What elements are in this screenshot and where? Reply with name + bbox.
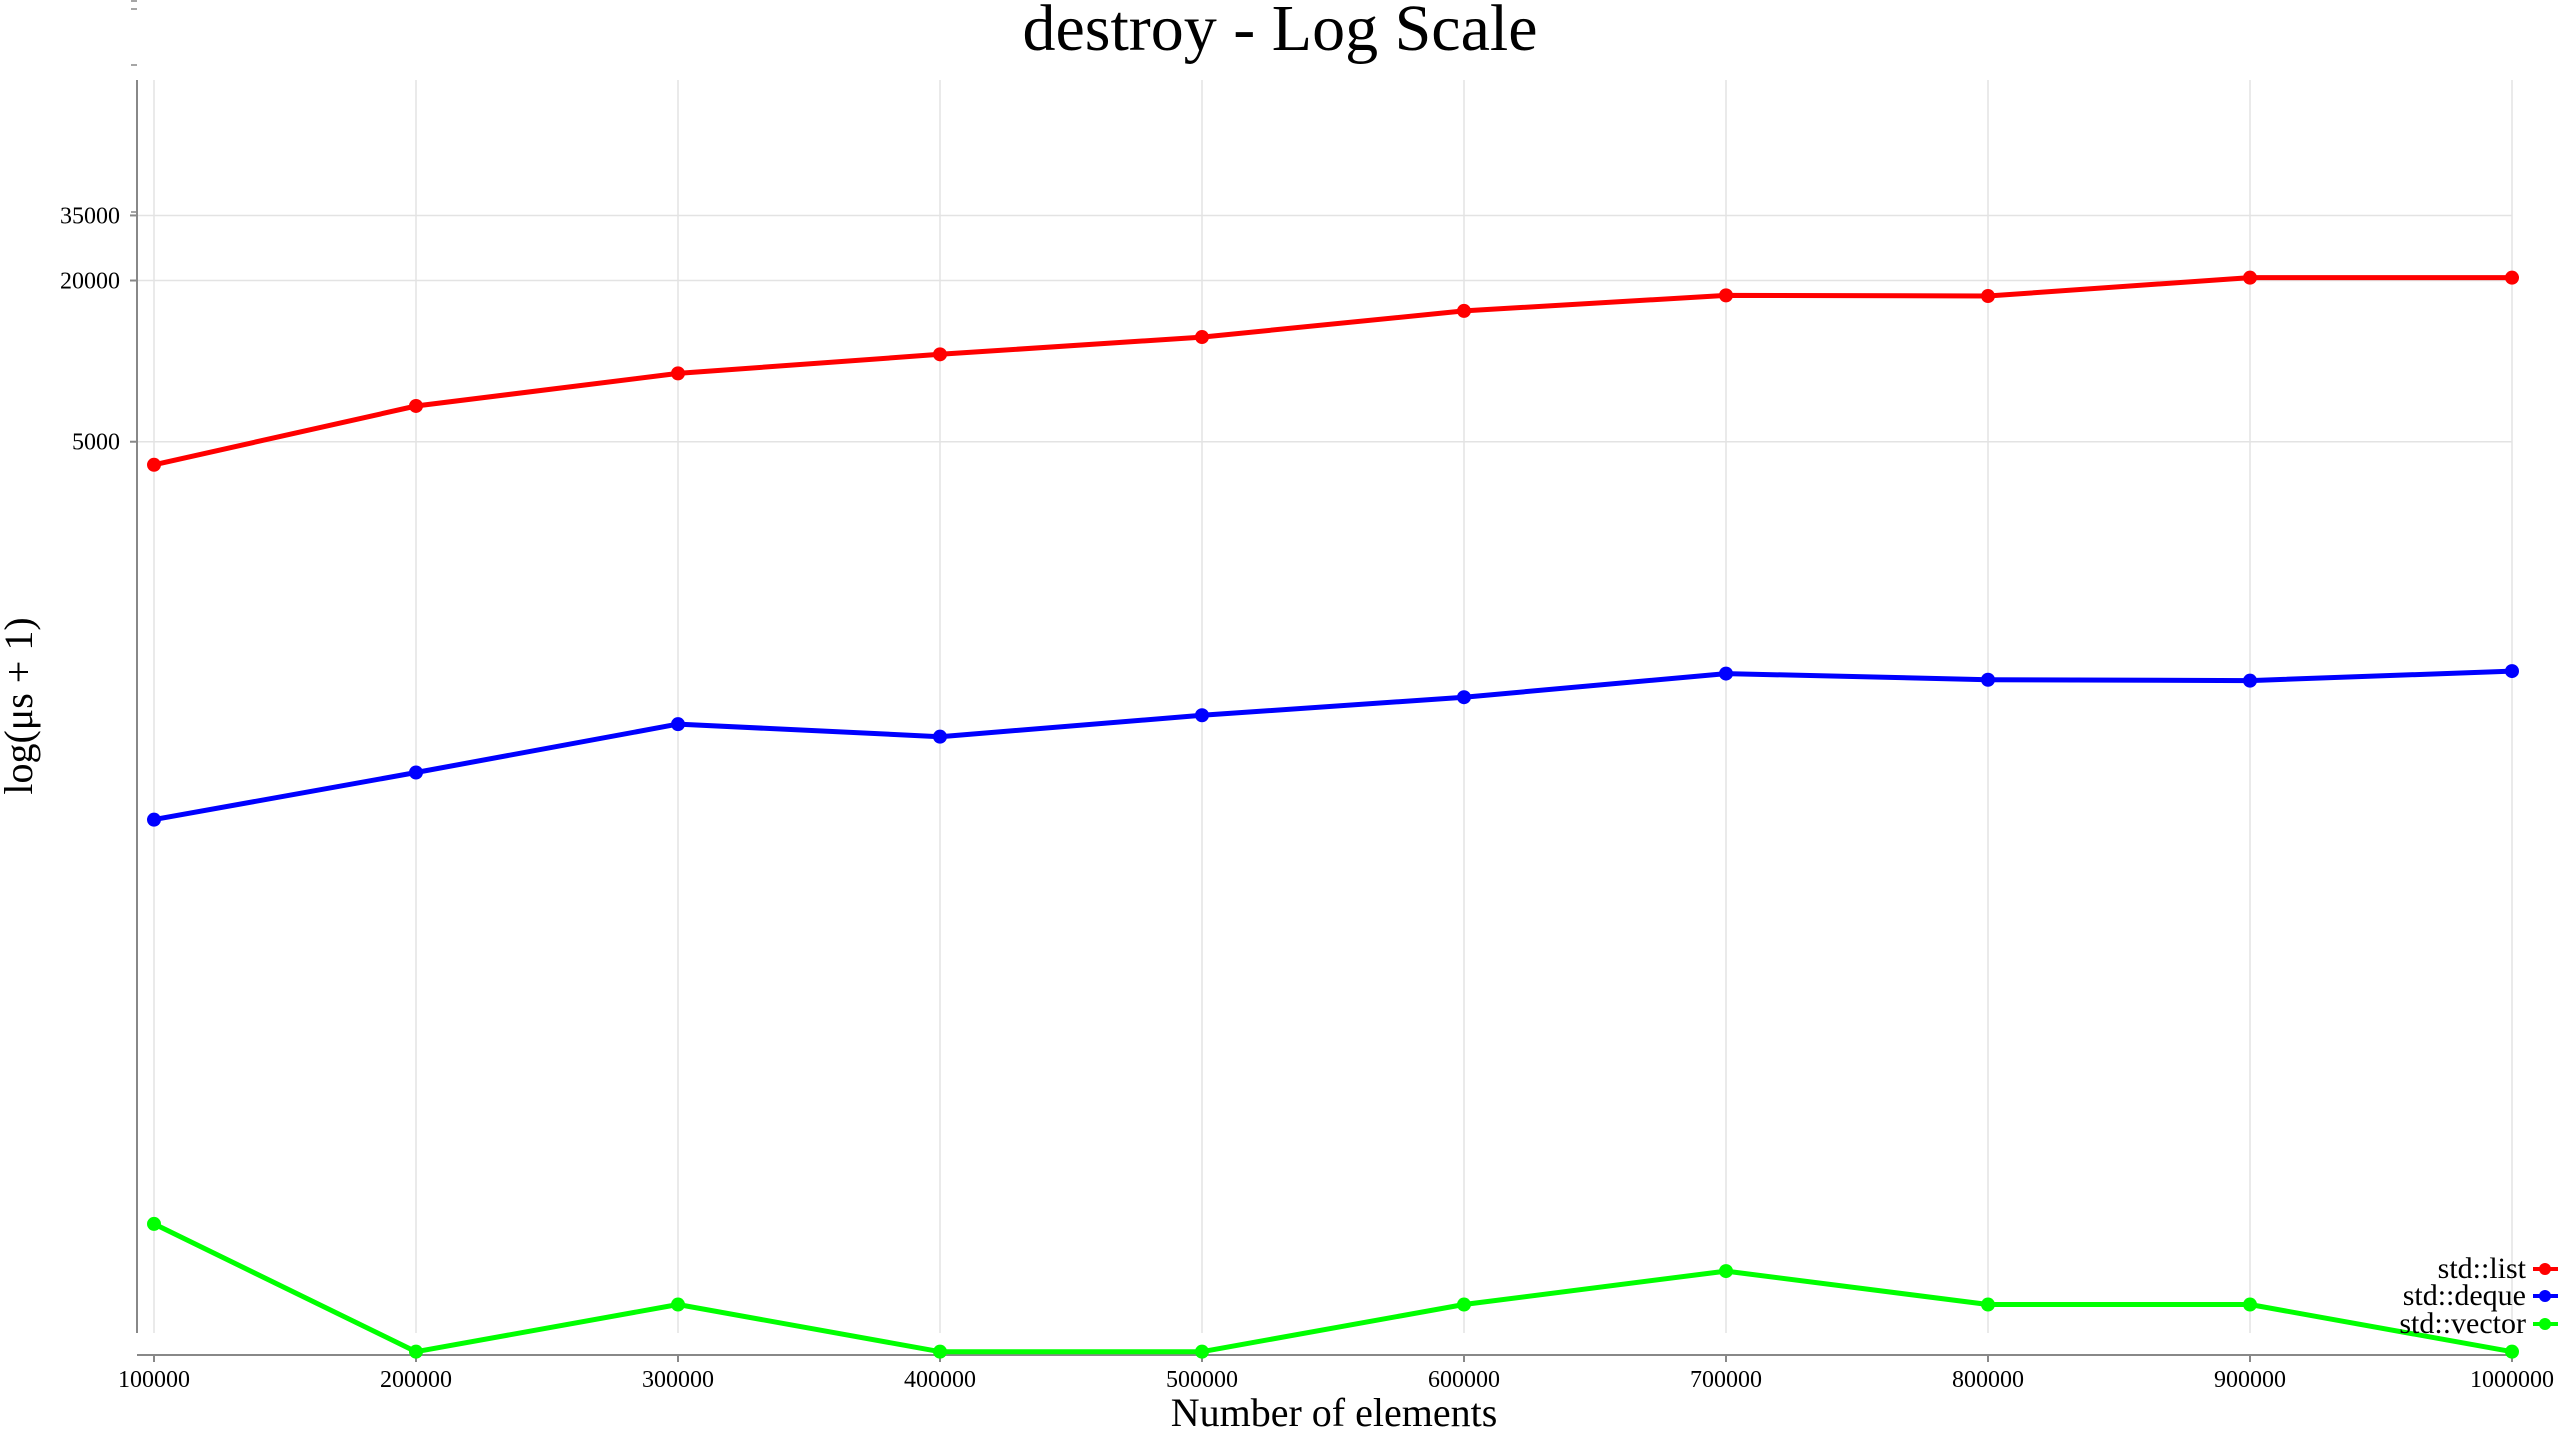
data-point bbox=[2243, 1297, 2257, 1312]
data-point bbox=[1719, 666, 1733, 681]
data-point bbox=[2243, 673, 2257, 688]
legend-label: std::vector bbox=[2399, 1307, 2526, 1340]
data-point bbox=[2243, 270, 2257, 285]
data-point bbox=[933, 1344, 947, 1359]
y-tick-label: 35000 bbox=[60, 203, 120, 229]
data-point bbox=[1719, 1264, 1733, 1279]
data-point bbox=[409, 1344, 423, 1359]
data-point bbox=[671, 717, 685, 732]
y-tick-label: 5000 bbox=[72, 430, 120, 456]
data-point bbox=[1981, 1297, 1995, 1312]
series-std-deque bbox=[147, 664, 2519, 827]
legend-label: std::list bbox=[2438, 1252, 2527, 1285]
legend-swatch-marker bbox=[2539, 1318, 2551, 1330]
data-point bbox=[1195, 708, 1209, 723]
legend-label: std::deque bbox=[2403, 1279, 2526, 1312]
y-minor-ticks bbox=[131, 0, 137, 213]
data-point bbox=[1457, 690, 1471, 705]
data-point bbox=[2505, 1344, 2519, 1359]
x-axis-title: Number of elements bbox=[1171, 1390, 1498, 1435]
series-layer bbox=[147, 270, 2519, 1359]
series-line bbox=[152, 1221, 2513, 1355]
x-tick-label: 600000 bbox=[1428, 1367, 1500, 1393]
data-point bbox=[1981, 672, 1995, 687]
series-std-list bbox=[147, 270, 2519, 472]
series-std-vector bbox=[147, 1216, 2519, 1359]
data-point bbox=[409, 765, 423, 780]
x-tick-label: 900000 bbox=[2214, 1367, 2286, 1393]
grid bbox=[137, 80, 2513, 1333]
x-tick-labels: 100000 200000 300000 400000 500000 600000 7000… bbox=[118, 1355, 2554, 1393]
legend-item: std::vector bbox=[2399, 1307, 2558, 1340]
data-point bbox=[2505, 270, 2519, 285]
data-point bbox=[933, 347, 947, 362]
x-tick-label: 800000 bbox=[1952, 1367, 2024, 1393]
x-tick-label: 400000 bbox=[904, 1367, 976, 1393]
data-point bbox=[409, 398, 423, 413]
data-point bbox=[147, 457, 161, 472]
x-tick-label: 100000 bbox=[118, 1367, 190, 1393]
data-point bbox=[2505, 664, 2519, 679]
data-point bbox=[147, 812, 161, 827]
x-tick-label: 1000000 bbox=[2470, 1367, 2554, 1393]
x-tick-label: 300000 bbox=[642, 1367, 714, 1393]
x-tick-label: 500000 bbox=[1166, 1367, 1238, 1393]
series-line bbox=[153, 275, 2512, 468]
x-tick-label: 700000 bbox=[1690, 1367, 1762, 1393]
y-axis-title: log(μs + 1) bbox=[0, 617, 41, 794]
legend-item: std::list bbox=[2438, 1252, 2558, 1285]
series-line bbox=[153, 668, 2513, 823]
y-tick-labels: 5000 20000 35000 bbox=[60, 203, 137, 456]
legend-swatch-marker bbox=[2539, 1263, 2551, 1275]
legend-swatch-marker bbox=[2539, 1290, 2551, 1302]
data-point bbox=[1195, 330, 1209, 345]
x-tick-label: 200000 bbox=[380, 1367, 452, 1393]
data-point bbox=[671, 1297, 685, 1312]
data-point bbox=[1195, 1344, 1209, 1359]
chart-title: destroy - Log Scale bbox=[1022, 0, 1537, 65]
y-tick-label: 20000 bbox=[60, 269, 120, 295]
data-point bbox=[671, 366, 685, 381]
data-point bbox=[1719, 288, 1733, 303]
data-point bbox=[1457, 1297, 1471, 1312]
data-point bbox=[1981, 289, 1995, 304]
data-point bbox=[1457, 303, 1471, 318]
data-point bbox=[147, 1216, 161, 1231]
data-point bbox=[933, 729, 947, 744]
legend-item: std::deque bbox=[2403, 1279, 2558, 1312]
